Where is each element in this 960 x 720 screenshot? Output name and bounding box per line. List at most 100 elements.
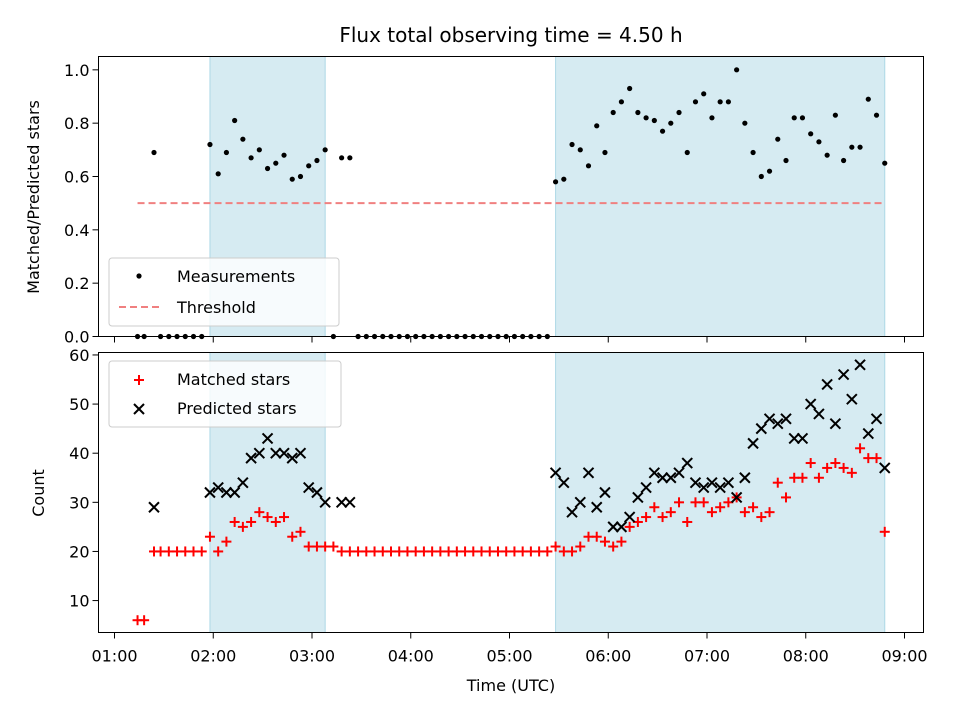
predicted-star-point	[278, 447, 290, 459]
matched-star-point	[739, 507, 750, 518]
bot-y-tick-label: 20	[69, 542, 89, 561]
top-legend-box	[108, 257, 340, 327]
measurement-point	[618, 99, 625, 105]
bottom-legend: Matched stars Predicted stars	[108, 360, 342, 428]
legend-predicted-label: Predicted stars	[177, 399, 297, 418]
predicted-star-point	[599, 486, 611, 499]
measurement-point	[709, 115, 715, 121]
measurement-point	[552, 179, 559, 185]
measurement-point	[734, 67, 740, 73]
predicted-star-point	[854, 359, 866, 371]
predicted-star-point	[747, 437, 759, 450]
x-tick-label: 09:00	[881, 647, 927, 666]
predicted-star-point	[335, 496, 348, 509]
matched-star-point	[665, 507, 676, 518]
legend-measurements-label: Measurements	[177, 267, 295, 286]
matched-star-point	[139, 615, 150, 626]
predicted-star-point	[739, 472, 751, 484]
matched-star-point	[682, 516, 693, 527]
x-tick-label: 08:00	[783, 647, 829, 666]
predicted-star-point	[862, 427, 874, 440]
measurement-point	[668, 120, 674, 126]
bottom-panel: 10 20 30 40 50 60 01:00 02:00 03:00 04:00 05:00 06…	[29, 346, 928, 695]
measurement-point	[297, 173, 304, 180]
measurement-point	[766, 168, 773, 174]
measurement-point	[676, 109, 682, 116]
predicted-star-point	[681, 457, 693, 469]
x-tick-label: 03:00	[289, 647, 335, 666]
predicted-star-point	[319, 496, 331, 509]
measurement-point	[832, 112, 838, 118]
x-tick-label: 06:00	[585, 647, 631, 666]
predicted-star-point	[558, 476, 570, 489]
matched-star-point	[599, 536, 610, 547]
matched-star-point	[254, 507, 265, 518]
measurement-point	[849, 144, 855, 150]
legend-threshold-label: Threshold	[176, 298, 256, 317]
matched-star-point	[772, 477, 783, 488]
predicted-star-point	[714, 481, 726, 494]
matched-star-point	[295, 526, 306, 537]
predicted-star-point	[722, 476, 735, 489]
matched-star-point	[229, 516, 240, 527]
predicted-star-point	[311, 486, 323, 499]
matched-star-point	[838, 462, 849, 473]
matched-star-point	[246, 516, 257, 527]
matched-star-point	[805, 458, 816, 469]
matched-star-point	[575, 541, 586, 552]
predicted-star-point	[804, 398, 817, 410]
bot-y-tick-label: 10	[69, 592, 89, 611]
predicted-star-point	[574, 496, 586, 509]
matched-star-point	[698, 497, 709, 508]
matched-star-point	[756, 512, 767, 523]
measurement-point	[725, 99, 731, 105]
bot-y-tick-label: 40	[69, 444, 89, 463]
measurement-point	[306, 163, 312, 169]
predicted-star-point	[648, 467, 661, 479]
measurement-point	[339, 155, 345, 161]
matched-star-point	[748, 502, 759, 513]
measurement-point	[256, 147, 262, 153]
x-tick-label: 04:00	[388, 647, 434, 666]
top-y-tick-label: 1.0	[64, 61, 89, 80]
measurement-point	[248, 155, 254, 161]
matched-star-point	[715, 502, 726, 513]
predicted-star-point	[829, 418, 842, 430]
measurement-point	[577, 147, 583, 153]
measurement-point	[758, 173, 764, 180]
measurement-point	[281, 152, 287, 158]
predicted-star-point	[607, 521, 619, 533]
matched-star-point	[855, 443, 866, 454]
measurement-point	[314, 157, 320, 164]
predicted-star-point	[286, 452, 298, 464]
predicted-star-point	[837, 368, 850, 381]
predicted-star-point	[245, 452, 257, 464]
measurement-point	[865, 96, 871, 102]
measurement-point	[273, 160, 279, 166]
predicted-star-point	[698, 481, 710, 494]
matched-star-point	[781, 492, 791, 503]
matched-star-point	[196, 546, 207, 557]
predicted-star-point	[689, 476, 702, 489]
matched-star-point	[204, 531, 215, 542]
matched-star-point	[649, 502, 660, 513]
matched-star-point	[797, 472, 808, 483]
bot-y-tick-label: 50	[69, 395, 89, 414]
matched-star-point	[328, 541, 339, 552]
predicted-star-point	[212, 481, 224, 494]
measurement-point	[643, 115, 649, 121]
predicted-star-point	[788, 432, 800, 445]
predicted-star-point	[632, 491, 644, 504]
measurement-point	[223, 149, 230, 156]
predicted-star-point	[204, 486, 216, 499]
matched-star-point	[567, 546, 578, 557]
predicted-star-point	[549, 467, 562, 479]
x-tick-label: 05:00	[486, 647, 532, 666]
top-axes-frame	[98, 56, 924, 337]
top-y-tick-label: 0.0	[64, 328, 89, 347]
matched-star-point	[270, 516, 281, 527]
predicted-star-point	[228, 486, 241, 499]
measurement-point	[783, 157, 789, 164]
matched-star-point	[706, 507, 717, 518]
measurement-point	[701, 91, 707, 97]
